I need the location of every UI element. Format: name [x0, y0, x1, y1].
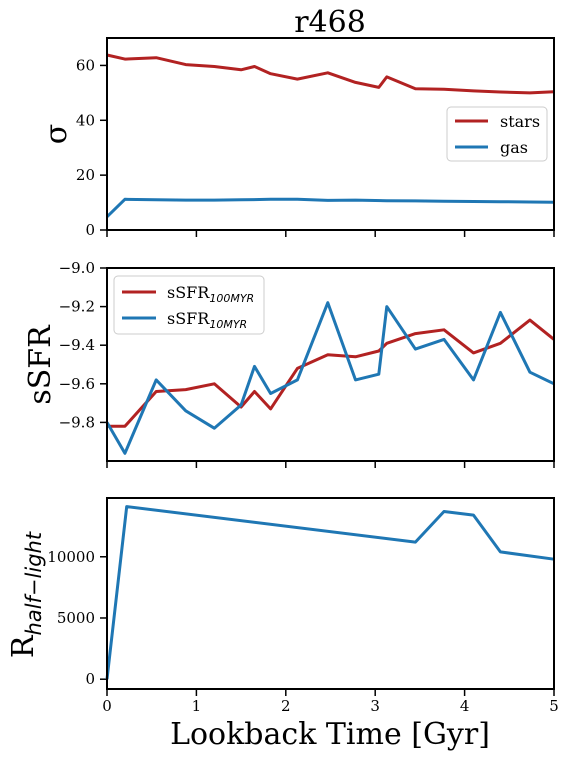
- sigma-plot-frame: [106, 37, 555, 231]
- sigma-y-axis-label: σ: [39, 124, 74, 144]
- legend-stars-label: stars: [500, 112, 540, 131]
- legend-ssfr10-subscript: 10MYR: [209, 318, 247, 331]
- radius-y-axis-label-main: R: [6, 634, 41, 658]
- y-tick-label: 60: [76, 56, 95, 74]
- ssfr-plot-frame: [106, 267, 555, 462]
- x-tick-label: 2: [281, 697, 291, 715]
- x-axis-label: Lookback Time [Gyr]: [170, 717, 490, 752]
- sigma-ticks: 0 20 40 60: [76, 56, 555, 239]
- x-tick-label: 4: [460, 697, 470, 715]
- x-tick-label: 5: [549, 697, 559, 715]
- y-tick-label: 0: [85, 221, 95, 239]
- chart-title: r468: [294, 5, 366, 40]
- legend-ssfr100-name: sSFR: [167, 283, 210, 302]
- ssfr-100myr-line: [107, 318, 555, 428]
- y-tick-label: −9.6: [59, 375, 95, 393]
- legend-ssfr100-label: sSFR100MYR: [167, 283, 254, 305]
- radius-lines: [105, 505, 555, 680]
- legend-ssfr100-subscript: 100MYR: [209, 292, 254, 305]
- ssfr-10myr-line: [105, 301, 555, 455]
- y-tick-label: 5000: [57, 609, 95, 627]
- y-tick-label: 0: [85, 670, 95, 688]
- x-tick-label: 0: [102, 697, 112, 715]
- stars-line: [106, 53, 555, 95]
- radius-ticks: 0 5000 10000 0 1 2 3 4 5: [47, 548, 558, 715]
- gas-line: [105, 197, 555, 218]
- sigma-legend: stars gas: [446, 106, 548, 162]
- sigma-lines: [105, 53, 555, 218]
- ssfr-ticks: −9.0 −9.2 −9.4 −9.6 −9.8: [59, 259, 555, 468]
- sigma-panel: σ 0 20 40 60 stars gas: [39, 37, 555, 239]
- y-tick-label: 10000: [47, 548, 95, 566]
- y-tick-label: 20: [76, 166, 95, 184]
- legend-ssfr10-label: sSFR10MYR: [167, 309, 247, 331]
- y-tick-label: 40: [76, 111, 95, 129]
- ssfr-lines: [105, 301, 555, 455]
- y-tick-label: −9.0: [59, 259, 95, 277]
- y-tick-label: −9.8: [59, 413, 95, 431]
- legend-ssfr10-name: sSFR: [167, 309, 210, 328]
- radius-y-axis-label: Rhalf−light: [6, 531, 46, 658]
- radius-y-axis-label-subscript: half−light: [22, 531, 46, 635]
- x-tick-label: 3: [370, 697, 380, 715]
- series-0-line: [105, 505, 555, 680]
- x-tick-label: 1: [192, 697, 202, 715]
- ssfr-y-axis-label: sSFR: [23, 324, 58, 405]
- ssfr-legend: sSFR100MYR sSFR10MYR: [113, 275, 265, 335]
- ssfr-panel: sSFR −9.0−9.2−9.4−9.6−9.8 sSFR100MYR sSF…: [23, 259, 555, 468]
- legend-gas-label: gas: [500, 138, 528, 157]
- y-tick-label: −9.4: [59, 336, 95, 354]
- radius-plot-frame: [106, 497, 555, 690]
- y-tick-label: −9.2: [59, 298, 95, 316]
- radius-panel: Rhalf−light 0 5000 10000 0 1 2 3 4 5: [6, 497, 559, 715]
